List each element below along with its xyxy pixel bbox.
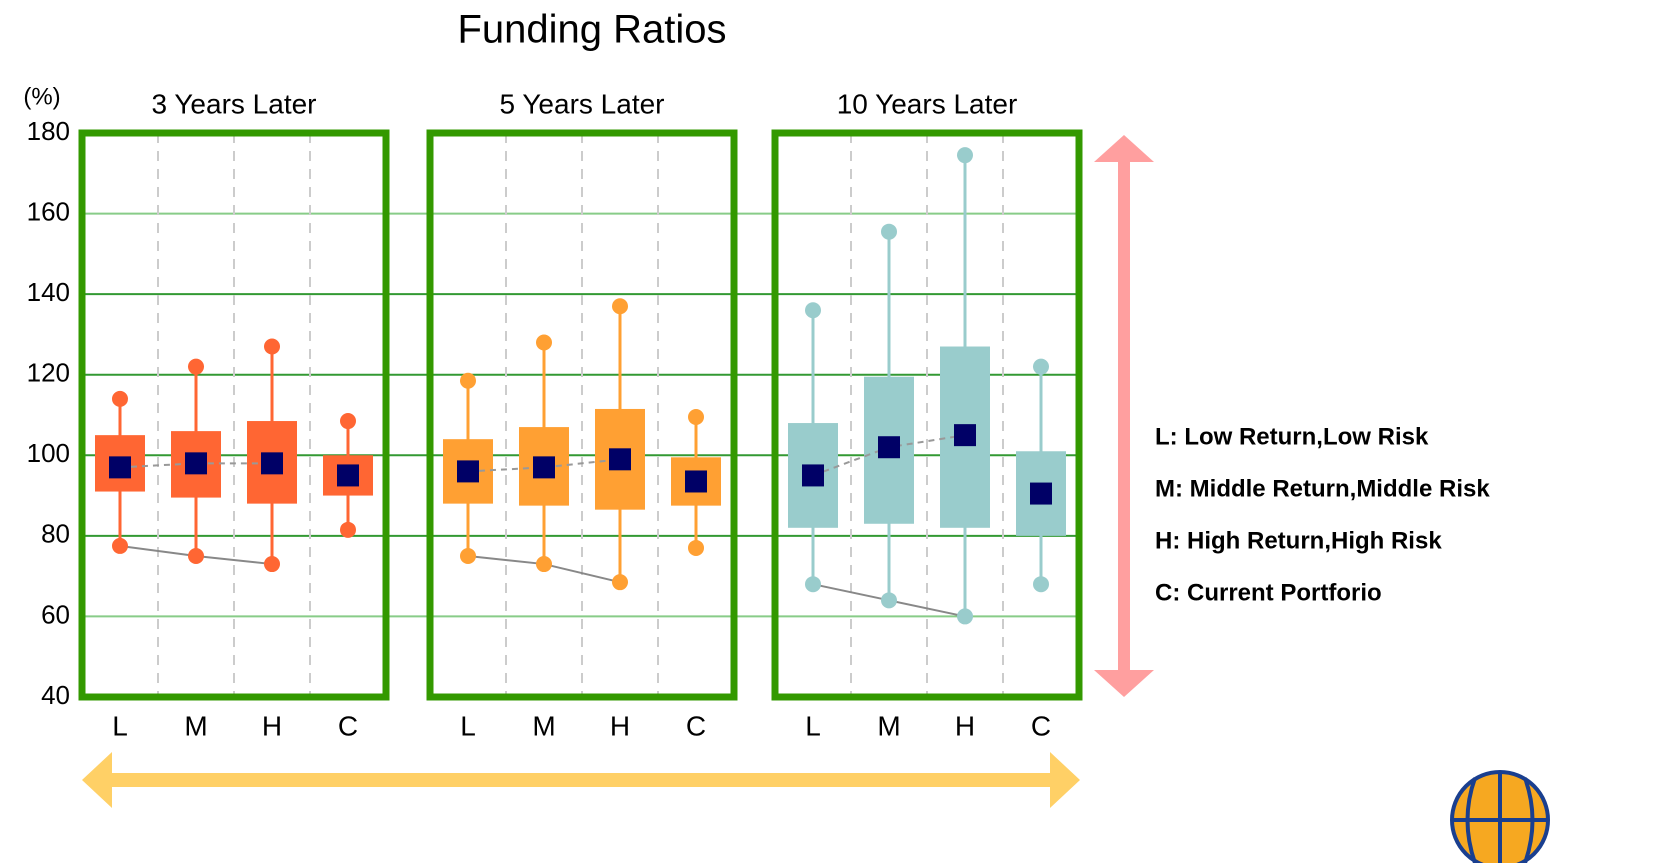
- whisker-low: [881, 592, 897, 609]
- whisker-high: [188, 358, 204, 375]
- x-tick-label: M: [184, 710, 207, 741]
- whisker-high: [340, 413, 356, 430]
- median: [802, 464, 824, 487]
- whisker-high: [264, 338, 280, 355]
- median: [109, 456, 131, 479]
- whisker-high: [1033, 358, 1049, 375]
- median: [954, 424, 976, 447]
- whisker-low: [112, 537, 128, 554]
- median: [185, 452, 207, 475]
- median: [457, 460, 479, 483]
- whisker-high: [536, 334, 552, 351]
- x-tick-label: M: [532, 710, 555, 741]
- x-tick-label: H: [955, 710, 975, 741]
- x-tick-label: H: [262, 710, 282, 741]
- x-tick-label: L: [460, 710, 476, 741]
- x-tick-label: H: [610, 710, 630, 741]
- whisker-high: [805, 302, 821, 319]
- y-tick-label: 180: [27, 116, 70, 146]
- median-connector: [119, 462, 272, 469]
- y-axis-label: (%): [23, 83, 60, 110]
- median: [685, 470, 707, 493]
- whisker-high: [612, 298, 628, 315]
- whisker-high: [957, 147, 973, 164]
- panel-title: 3 Years Later: [151, 88, 316, 119]
- whisker-high: [881, 223, 897, 240]
- median: [337, 464, 359, 487]
- x-tick-label: L: [112, 710, 128, 741]
- median: [261, 452, 283, 475]
- panel-title: 10 Years Later: [837, 88, 1018, 119]
- whisker-low: [957, 608, 973, 625]
- legend-note: H: High Return,High Risk: [1155, 527, 1442, 554]
- y-tick-label: 40: [41, 680, 70, 710]
- whisker-low: [188, 548, 204, 564]
- whisker-low: [460, 548, 476, 564]
- median: [878, 436, 900, 459]
- x-tick-label: C: [338, 710, 358, 741]
- y-tick-label: 120: [27, 358, 70, 388]
- whisker-low: [805, 576, 821, 593]
- chart-title: Funding Ratios: [457, 8, 726, 52]
- y-tick-label: 160: [27, 196, 70, 226]
- panel-frame: [771, 129, 1083, 701]
- whisker-low: [536, 556, 552, 573]
- legend-note: C: Current Portforio: [1155, 579, 1382, 606]
- panel-title: 5 Years Later: [499, 88, 664, 119]
- y-tick-label: 140: [27, 277, 70, 307]
- logo: [1450, 770, 1550, 863]
- median: [1030, 482, 1052, 505]
- x-tick-label: L: [805, 710, 821, 741]
- legend-note: M: Middle Return,Middle Risk: [1155, 475, 1490, 502]
- whisker-low: [1033, 576, 1049, 593]
- panel-frame: [426, 129, 738, 701]
- x-tick-label: M: [877, 710, 900, 741]
- y-tick-label: 100: [27, 438, 70, 468]
- whisker-low: [264, 556, 280, 573]
- median: [533, 456, 555, 479]
- whisker-high: [460, 372, 476, 389]
- median-connector: [467, 458, 621, 473]
- whisker-high: [112, 390, 128, 407]
- whisker-high: [688, 409, 704, 426]
- panel-frame: [78, 129, 390, 701]
- y-tick-label: 80: [41, 519, 70, 549]
- x-tick-label: C: [686, 710, 706, 741]
- legend-note: L: Low Return,Low Risk: [1155, 423, 1429, 450]
- x-tick-label: C: [1031, 710, 1051, 741]
- whisker-low: [612, 574, 628, 591]
- horizontal-arrow: [82, 752, 1080, 808]
- vertical-arrow: [1094, 135, 1154, 697]
- y-tick-label: 60: [41, 599, 70, 629]
- whisker-low: [340, 521, 356, 538]
- median: [609, 448, 631, 471]
- whisker-low: [688, 539, 704, 556]
